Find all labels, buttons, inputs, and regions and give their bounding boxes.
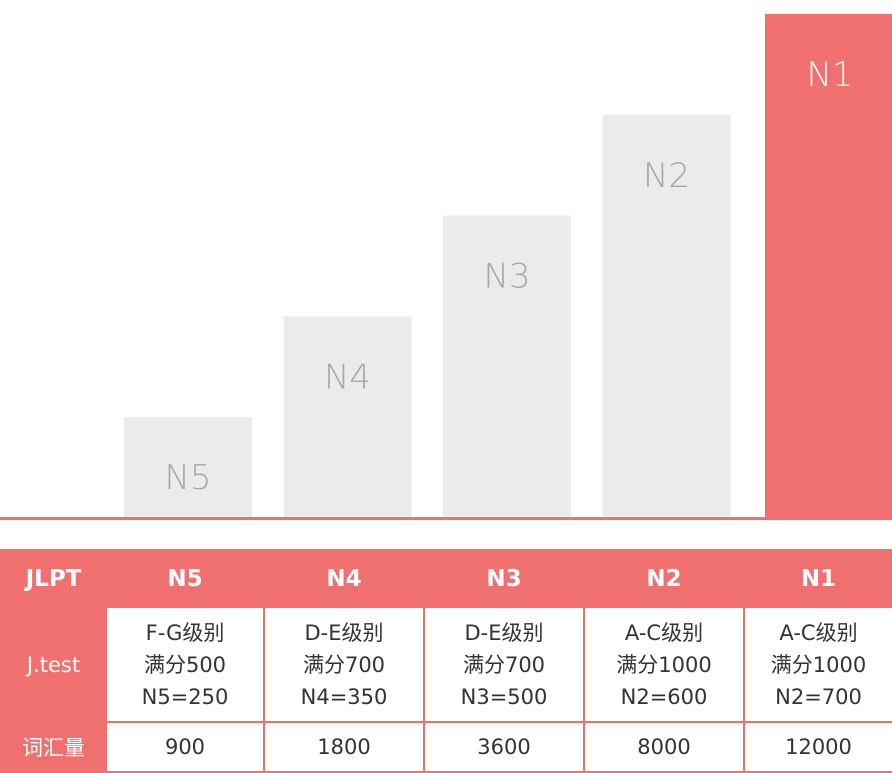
- header-n2: N2: [583, 549, 745, 608]
- jtest-n3-fullscore: 满分700: [462, 652, 546, 677]
- jtest-n4-equivalent: N4=350: [300, 684, 388, 709]
- vocab-cell-n3: 3600: [423, 721, 585, 773]
- jtest-n2-fullscore: 满分1000: [616, 652, 712, 677]
- jtest-row-label: J.test: [0, 606, 107, 723]
- header-n4: N4: [263, 549, 425, 608]
- jtest-n3-equivalent: N3=500: [460, 684, 548, 709]
- vocab-cell-n5: 900: [105, 721, 265, 773]
- vocab-row-label: 词汇量: [0, 721, 107, 773]
- jtest-cell-n1: A-C级别 满分1000 N2=700: [743, 606, 892, 723]
- jtest-cell-n3: D-E级别 满分700 N3=500: [423, 606, 585, 723]
- header-jlpt: JLPT: [0, 549, 107, 608]
- jtest-n5-fullscore: 满分500: [143, 652, 227, 677]
- jtest-n5-grade: F-G级别: [145, 620, 225, 645]
- bar-label-n5: N5: [164, 458, 211, 498]
- jtest-n4-grade: D-E级别: [304, 620, 384, 645]
- vocab-cell-n1: 12000: [743, 721, 892, 773]
- jtest-n2-equivalent: N2=600: [620, 684, 708, 709]
- jtest-n2-grade: A-C级别: [624, 620, 704, 645]
- jtest-n5-equivalent: N5=250: [141, 684, 229, 709]
- level-bar-chart: N5 N4 N3 N2 N1: [0, 14, 892, 520]
- comparison-table: JLPT N5 N4 N3 N2 N1 J.test F-G级别 满分500 N…: [0, 549, 892, 773]
- vocab-cell-n2: 8000: [583, 721, 745, 773]
- header-n3: N3: [423, 549, 585, 608]
- bar-label-n1: N1: [806, 55, 853, 95]
- jtest-cell-n4: D-E级别 满分700 N4=350: [263, 606, 425, 723]
- jtest-n1-equivalent: N2=700: [775, 684, 862, 709]
- table-header-row: JLPT N5 N4 N3 N2 N1: [0, 549, 892, 608]
- bar-label-n2: N2: [643, 156, 690, 196]
- jtest-cell-n5: F-G级别 满分500 N5=250: [105, 606, 265, 723]
- jtest-row: J.test F-G级别 满分500 N5=250 D-E级别 满分700 N4…: [0, 606, 892, 723]
- bar-label-n4: N4: [324, 357, 371, 397]
- vocab-cell-n4: 1800: [263, 721, 425, 773]
- jtest-n4-fullscore: 满分700: [302, 652, 386, 677]
- bar-chart-svg: N5 N4 N3 N2 N1: [0, 14, 892, 520]
- header-n5: N5: [105, 549, 265, 608]
- bar-label-n3: N3: [483, 257, 530, 297]
- bar-n1: [765, 14, 892, 518]
- bar-n4: [283, 316, 412, 518]
- header-n1: N1: [743, 549, 892, 608]
- chart-baseline: [0, 517, 892, 520]
- jtest-n3-grade: D-E级别: [464, 620, 544, 645]
- jtest-n1-fullscore: 满分1000: [770, 652, 867, 677]
- bar-n3: [443, 215, 571, 518]
- bar-n2: [602, 114, 731, 519]
- vocab-row: 词汇量 900 1800 3600 8000 12000: [0, 721, 892, 773]
- jtest-cell-n2: A-C级别 满分1000 N2=600: [583, 606, 745, 723]
- bar-n5: [124, 417, 252, 518]
- jtest-n1-grade: A-C级别: [779, 620, 858, 645]
